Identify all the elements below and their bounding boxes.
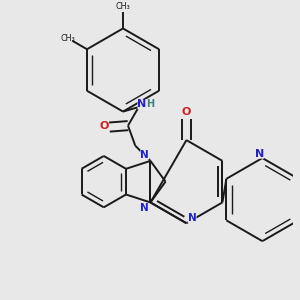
Text: O: O (182, 106, 191, 117)
Text: H: H (147, 99, 155, 109)
Text: N: N (137, 99, 147, 109)
Text: CH₃: CH₃ (60, 34, 75, 43)
Text: O: O (99, 122, 108, 131)
Text: N: N (140, 150, 149, 160)
Text: N: N (140, 203, 148, 213)
Text: CH₃: CH₃ (116, 2, 130, 11)
Text: N: N (255, 149, 264, 159)
Text: N: N (188, 213, 197, 223)
